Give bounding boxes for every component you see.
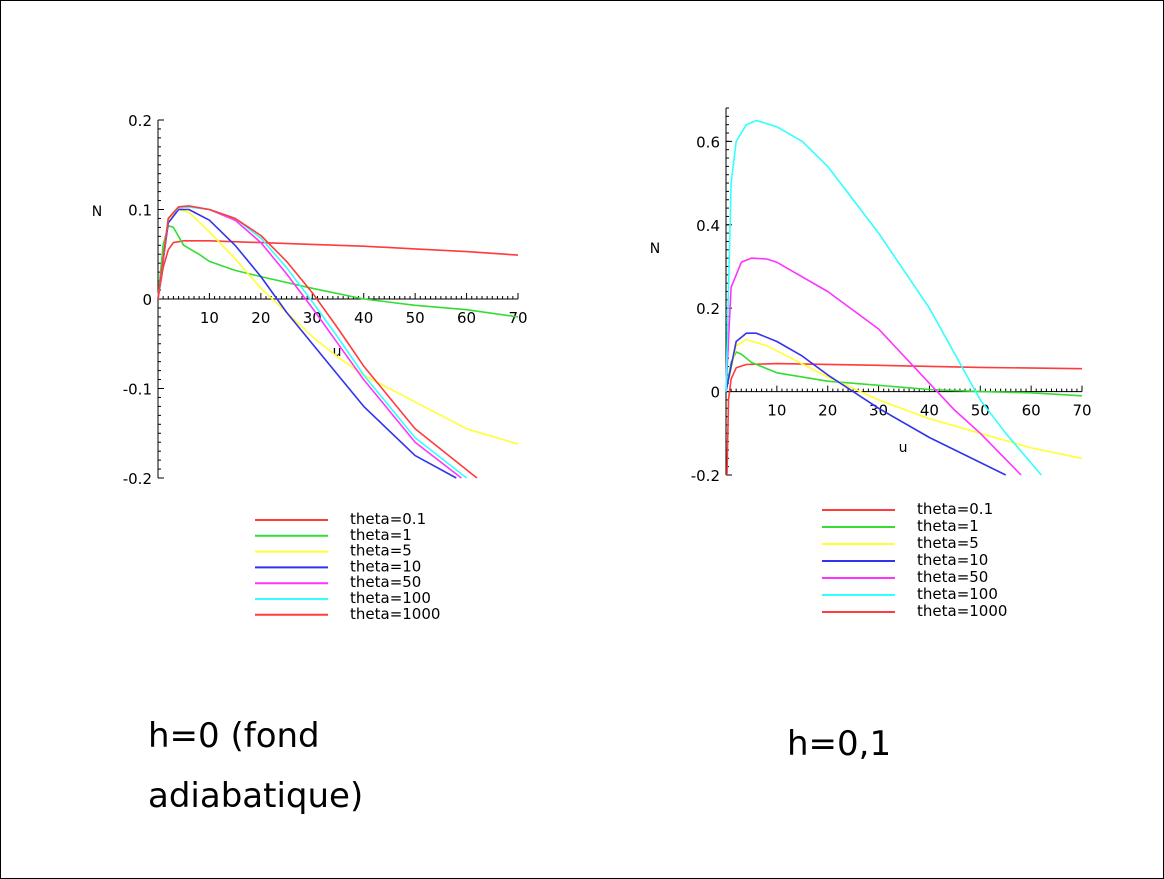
legend-label: theta=1000 (350, 605, 440, 623)
legend-label: theta=10 (917, 551, 988, 569)
x-tick-label: 20 (818, 402, 837, 420)
legend-label: theta=5 (350, 542, 412, 560)
legend-label: theta=0.1 (917, 500, 993, 518)
legend-label: theta=5 (917, 534, 979, 552)
legend-label: theta=100 (350, 589, 431, 607)
series-line-theta-0-1 (157, 240, 519, 300)
y-tick-label: -0.1 (123, 381, 152, 399)
x-tick-label: 60 (1022, 402, 1041, 420)
series-line-theta-1 (725, 351, 1083, 397)
y-tick-label: 0.6 (696, 133, 720, 151)
legend-label: theta=1 (350, 526, 412, 544)
series-line-theta-1 (157, 224, 519, 318)
legend-label: theta=50 (917, 568, 988, 586)
y-tick-label: 0.4 (696, 217, 720, 235)
legend-label: theta=50 (350, 573, 421, 591)
series-line-theta-10 (725, 332, 1007, 476)
x-tick-label: 40 (920, 402, 939, 420)
y-axis-label: N (650, 241, 660, 257)
x-tick-label: 70 (508, 309, 527, 327)
y-tick-label: -0.2 (691, 467, 720, 485)
y-axis-label: N (92, 204, 102, 220)
caption-h0-line2: adiabatique) (148, 776, 364, 816)
legend-label: theta=100 (917, 585, 998, 603)
x-tick-label: 70 (1072, 402, 1091, 420)
x-axis-label: u (899, 440, 908, 456)
y-tick-label: 0.1 (128, 202, 152, 220)
x-tick-label: 60 (457, 309, 476, 327)
y-tick-label: 0 (142, 291, 152, 309)
y-tick-label: 0.2 (128, 112, 152, 130)
x-tick-label: 10 (200, 309, 219, 327)
y-tick-label: 0 (710, 384, 720, 402)
y-tick-label: -0.2 (123, 470, 152, 488)
series-line-theta-100 (725, 119, 1042, 476)
legend-label: theta=1 (917, 517, 979, 535)
series-line-theta-1000 (157, 205, 478, 479)
caption-h0-line1: h=0 (fond (148, 716, 320, 756)
caption-h01: h=0,1 (787, 724, 892, 764)
x-tick-label: 50 (971, 402, 990, 420)
series-line-theta-10 (157, 208, 457, 479)
x-tick-label: 50 (406, 309, 425, 327)
series-line-theta-5 (725, 338, 1083, 460)
x-tick-label: 40 (354, 309, 373, 327)
x-axis-label: u (333, 344, 342, 360)
series-line-theta-0-1 (726, 362, 1083, 476)
legend-label: theta=0.1 (350, 510, 426, 528)
legend-label: theta=1000 (917, 602, 1007, 620)
y-tick-label: 0.2 (696, 300, 720, 318)
x-tick-label: 20 (251, 309, 270, 327)
x-tick-label: 10 (767, 402, 786, 420)
legend-label: theta=10 (350, 557, 421, 575)
series-line-theta-50 (725, 257, 1022, 476)
